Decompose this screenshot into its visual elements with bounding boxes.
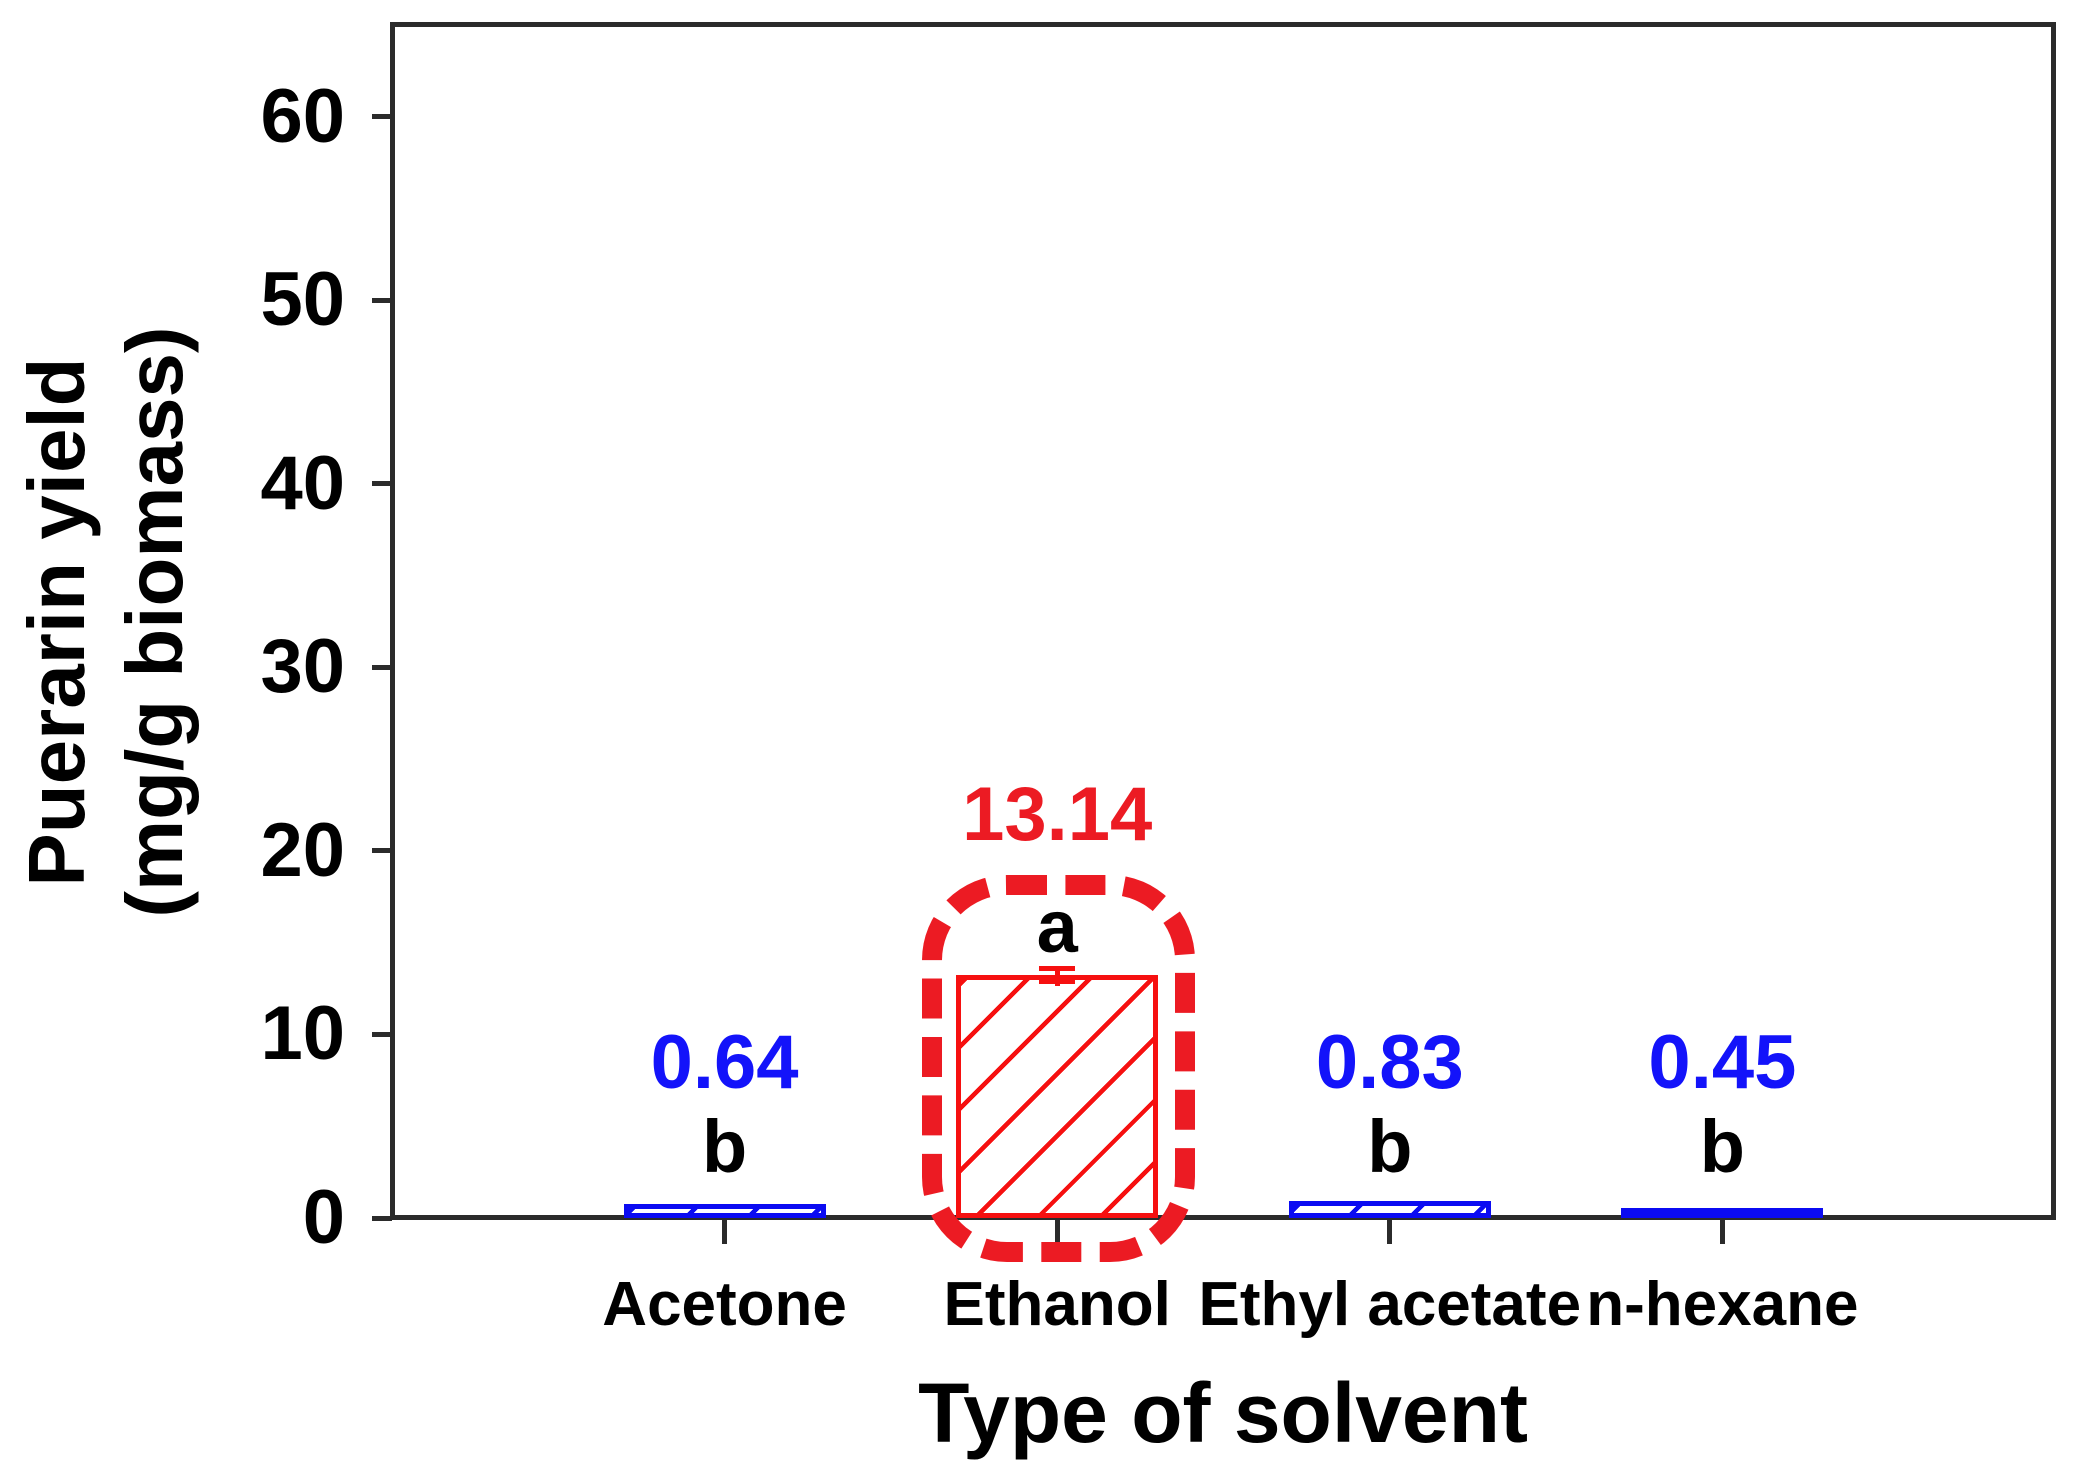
- y-axis-tick: [372, 1215, 392, 1221]
- y-tick-label: 60: [260, 73, 345, 159]
- error-bar-cap-top: [1039, 966, 1076, 971]
- error-bar-stem: [1054, 966, 1060, 986]
- bar-value-label: 0.45: [1648, 1020, 1797, 1105]
- highlight-dashed-box: [922, 875, 1195, 1262]
- bar-value-label: 0.83: [1315, 1020, 1464, 1105]
- x-category-label: Acetone: [602, 1270, 847, 1339]
- bar: [1621, 1207, 1824, 1218]
- x-category-label: Ethyl acetate: [1198, 1270, 1582, 1339]
- bar-value-label: 13.14: [962, 772, 1153, 857]
- x-axis-tick: [1387, 1218, 1393, 1244]
- y-axis-tick: [372, 848, 392, 854]
- y-tick-label: 0: [302, 1175, 345, 1260]
- x-category-label: Ethanol: [943, 1270, 1171, 1339]
- y-tick-label: 30: [260, 624, 345, 710]
- x-axis-tick: [1054, 1218, 1060, 1244]
- significance-letter: b: [1367, 1105, 1413, 1188]
- significance-letter: b: [1699, 1105, 1745, 1188]
- x-axis-tick: [1719, 1218, 1725, 1244]
- y-axis-tick: [372, 297, 392, 303]
- y-axis-tick: [372, 1031, 392, 1037]
- bar-value-label: 0.64: [650, 1020, 799, 1105]
- x-axis-tick: [722, 1218, 728, 1244]
- significance-letter: b: [701, 1105, 748, 1188]
- plot-area-frame: [390, 22, 2056, 1220]
- y-axis-tick: [372, 481, 392, 487]
- y-axis-tick: [372, 114, 392, 120]
- y-tick-label: 50: [260, 257, 345, 343]
- bar: [623, 1204, 826, 1218]
- y-axis-tick: [372, 664, 392, 670]
- y-tick-label: 20: [260, 807, 345, 893]
- bar: [1288, 1200, 1491, 1218]
- error-bar-cap-bottom: [1039, 979, 1076, 984]
- y-tick-label: 10: [260, 991, 345, 1077]
- y-tick-label: 40: [260, 440, 345, 526]
- significance-letter: a: [1036, 885, 1078, 968]
- x-category-label: n-hexane: [1586, 1270, 1859, 1339]
- x-axis-title: Type of solvent: [918, 1366, 1528, 1460]
